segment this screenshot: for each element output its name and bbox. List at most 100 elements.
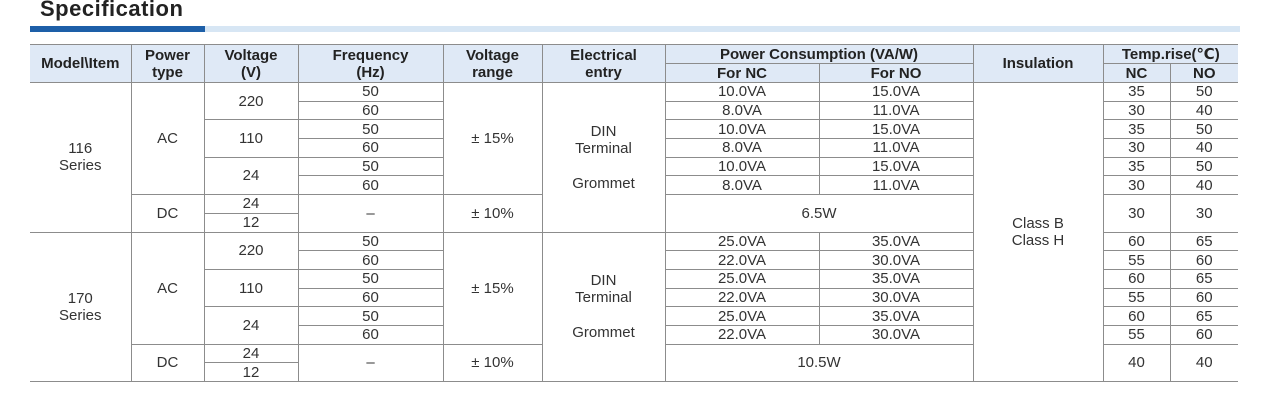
frequency-cell: 60 <box>297 287 444 308</box>
frequency-cell-text: – <box>366 204 375 222</box>
temp-nc-cell: 55 <box>1102 250 1171 270</box>
power-nc-cell-text: 8.0VA <box>722 102 762 120</box>
header-cell-text: Voltage <box>224 46 278 64</box>
power-nc-cell: 25.0VA <box>664 268 820 289</box>
header-cell: For NO <box>818 63 974 83</box>
model-cell: 116 Series <box>30 82 132 233</box>
table-row: 60 22.0VA 30.0VA 55 60 <box>30 287 1239 308</box>
power-no-cell: 15.0VA <box>818 82 974 102</box>
power-no-cell-text: 15.0VA <box>871 158 921 176</box>
temp-no-cell: 40 <box>1169 100 1239 121</box>
range-cell: ± 15% <box>442 81 543 196</box>
power-no-cell: 15.0VA <box>818 119 974 140</box>
model-cell-text: 170 <box>67 289 93 307</box>
power-no-cell-text: 30.0VA <box>871 326 921 344</box>
model-cell-text: Series <box>58 157 102 175</box>
table-row: 60 22.0VA 30.0VA 55 60 <box>30 250 1239 270</box>
power-nc-cell-text: 8.0VA <box>722 139 762 157</box>
temp-no-cell: 50 <box>1169 119 1239 140</box>
frequency-cell-text: 60 <box>362 176 379 194</box>
temp-no-cell: 50 <box>1169 156 1239 177</box>
power-no-cell-text: 15.0VA <box>871 120 921 138</box>
power-type-cell-text: AC <box>157 130 178 148</box>
power-nc-cell: 10.0VA <box>664 156 820 177</box>
power-type-cell: DC <box>130 194 205 233</box>
voltage-cell-text: 110 <box>239 130 263 148</box>
temp-nc-cell-text: 35 <box>1128 158 1145 176</box>
power-nc-cell: 22.0VA <box>664 324 820 345</box>
frequency-cell-text: 50 <box>362 270 379 288</box>
voltage-cell-text: 220 <box>238 242 264 260</box>
temp-no-cell: 60 <box>1169 287 1239 308</box>
voltage-cell: 220 <box>203 81 299 121</box>
power-no-cell: 35.0VA <box>818 306 974 326</box>
frequency-cell-text: 60 <box>362 326 379 344</box>
header-cell-text: Voltage <box>465 46 520 64</box>
frequency-cell-text: 50 <box>362 83 379 101</box>
table-row: 60 8.0VA 11.0VA 30 40 <box>30 138 1239 158</box>
entry-cell-text: DIN <box>590 122 617 140</box>
power-type-cell-text: DC <box>156 354 179 372</box>
temp-nc-cell-text: 55 <box>1128 326 1145 344</box>
entry-cell: DIN Terminal Grommet <box>541 231 666 382</box>
temp-nc-cell: 55 <box>1102 324 1171 345</box>
voltage-cell-text: 220 <box>238 92 264 110</box>
temp-no-cell-text: 40 <box>1195 176 1213 194</box>
range-cell-text: ± 15% <box>471 130 514 148</box>
header-cell-text: Power <box>144 46 190 64</box>
frequency-cell-text: 50 <box>362 158 379 176</box>
title-rule <box>205 26 1240 32</box>
voltage-cell-text: 12 <box>242 214 260 232</box>
range-cell-text: ± 15% <box>471 279 514 297</box>
temp-no-cell: 65 <box>1169 306 1239 326</box>
power-cell-text: 6.5W <box>801 204 837 222</box>
frequency-cell: 50 <box>297 156 444 177</box>
entry-cell-text: DIN <box>590 272 617 290</box>
frequency-cell: 50 <box>297 231 444 252</box>
power-no-cell: 35.0VA <box>818 268 974 289</box>
frequency-cell-text: 60 <box>362 251 379 269</box>
power-type-cell-text: AC <box>157 279 178 297</box>
voltage-cell-text: 24 <box>242 344 260 362</box>
frequency-cell: 60 <box>297 100 444 121</box>
voltage-cell-text: 24 <box>242 195 260 213</box>
model-cell-text: 116 <box>68 140 93 158</box>
header-cell: Voltage (V) <box>203 44 299 83</box>
frequency-cell: 60 <box>297 324 444 345</box>
table-row: 12 <box>30 362 1238 382</box>
insulation-cell-text: Class H <box>1011 232 1065 249</box>
table-row: 24 50 25.0VA 35.0VA 60 65 <box>30 306 1239 345</box>
frequency-cell-text: – <box>366 354 375 372</box>
power-nc-cell: 10.0VA <box>664 119 820 140</box>
power-no-cell: 11.0VA <box>818 138 974 158</box>
power-nc-cell: 22.0VA <box>664 250 820 270</box>
frequency-cell-text: 50 <box>362 120 379 138</box>
range-cell: ± 15% <box>442 231 543 345</box>
header-cell-text: (Hz) <box>356 63 385 81</box>
temp-no-cell: 60 <box>1169 324 1239 345</box>
title-bar <box>30 26 205 32</box>
power-no-cell: 30.0VA <box>818 287 974 308</box>
temp-nc-cell-text: 60 <box>1128 270 1145 288</box>
insulation-cell: Class B Class H <box>972 82 1104 382</box>
section-title: Specification <box>40 0 184 21</box>
voltage-cell: 220 <box>203 231 299 270</box>
temp-no-cell: 40 <box>1169 175 1239 196</box>
temp-no-cell: 40 <box>1169 138 1239 158</box>
temp-no-cell: 65 <box>1169 231 1239 252</box>
power-nc-cell-text: 10.0VA <box>717 158 767 176</box>
power-no-cell-text: 15.0VA <box>871 83 921 101</box>
range-cell: ± 10% <box>442 343 543 383</box>
table-row: DC 24 – ± 10% 6.5W 30 30 <box>30 194 1239 233</box>
entry-cell-text: Grommet <box>572 174 635 192</box>
header-cell: For NC <box>664 63 820 83</box>
temp-nc-cell: 30 <box>1102 194 1171 233</box>
power-cell: 10.5W <box>664 343 974 383</box>
entry-cell-text: Terminal <box>575 139 632 157</box>
temp-nc-cell: 60 <box>1102 268 1171 289</box>
power-nc-cell: 25.0VA <box>664 306 820 326</box>
temp-nc-cell: 35 <box>1102 82 1171 102</box>
power-nc-cell-text: 22.0VA <box>717 288 767 306</box>
temp-no-cell-text: 65 <box>1195 270 1213 288</box>
